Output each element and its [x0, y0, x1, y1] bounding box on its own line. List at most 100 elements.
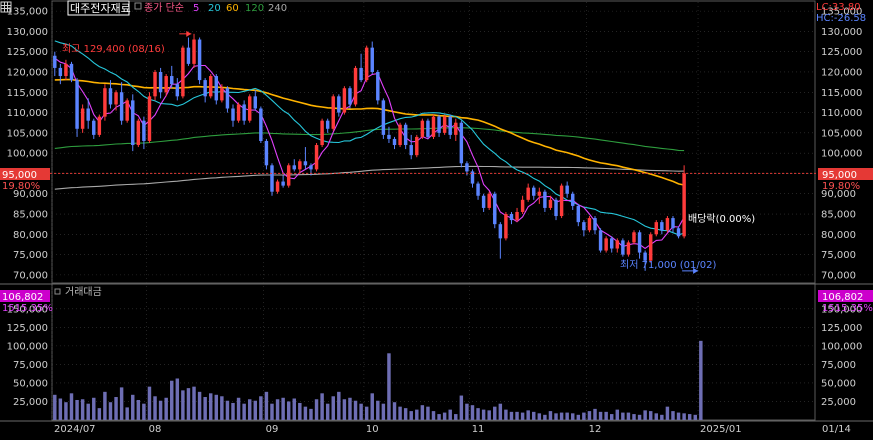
volume-bar — [142, 403, 146, 420]
volume-bar — [648, 411, 653, 420]
candle-body — [208, 76, 213, 97]
candle — [609, 236, 614, 253]
candle — [504, 211, 508, 241]
candle — [86, 98, 90, 129]
candle — [637, 230, 642, 259]
price-tick-label-right: 120,000 — [821, 67, 862, 78]
candle — [587, 216, 592, 233]
candle — [415, 134, 419, 158]
volume-bar — [80, 399, 85, 420]
grid-icon[interactable] — [0, 1, 12, 13]
candle-body — [431, 116, 436, 137]
candle — [571, 191, 575, 210]
candle-body — [253, 96, 258, 109]
volume-tick-label-left: 125,000 — [7, 323, 48, 334]
candle — [448, 114, 452, 139]
volume-bar — [426, 406, 430, 420]
volume-bar — [181, 390, 185, 420]
candle-body — [108, 88, 113, 105]
volume-bar — [186, 388, 191, 420]
volume-bar — [498, 403, 503, 420]
candle — [376, 69, 380, 105]
volume-bar — [86, 403, 90, 420]
candle — [108, 80, 113, 109]
volume-bar — [253, 400, 258, 420]
time-tick-label: 12 — [589, 424, 602, 435]
volume-bar — [108, 402, 113, 420]
volume-bar — [231, 402, 235, 420]
volume-bar — [353, 400, 358, 420]
candle — [403, 122, 408, 150]
candle-body — [509, 214, 514, 221]
candle-body — [164, 76, 168, 93]
candle — [331, 94, 335, 131]
volume-bar — [481, 409, 486, 420]
current-price-flag-left — [0, 168, 50, 180]
candle-body — [97, 116, 102, 135]
candle-body — [236, 104, 241, 121]
current-volume-change-right: 1515.35% — [822, 303, 873, 314]
candle — [92, 118, 96, 139]
volume-bar — [281, 397, 285, 420]
candle-body — [92, 120, 96, 135]
candle-body — [437, 116, 441, 133]
candle — [381, 98, 386, 139]
candle — [498, 222, 503, 259]
volume-tick-label-left: 25,000 — [13, 397, 48, 408]
volume-bar — [264, 391, 269, 420]
candle-body — [576, 205, 581, 223]
current-volume-left: 106,802 — [2, 292, 43, 303]
volume-bar — [309, 408, 313, 420]
candle-body — [609, 238, 614, 249]
candle-body — [470, 171, 475, 184]
price-tick-label-left: 115,000 — [7, 88, 48, 99]
candle — [170, 65, 174, 89]
candle — [487, 191, 491, 210]
volume-bar — [119, 387, 124, 420]
candle — [532, 185, 536, 200]
candle — [493, 191, 497, 229]
candle-body — [203, 80, 207, 97]
candle-body — [554, 199, 558, 217]
volume-bar — [515, 411, 519, 420]
volume-bar — [537, 413, 542, 420]
candle — [470, 169, 475, 188]
indicator-toggle-icon[interactable] — [134, 2, 142, 10]
volume-bar — [286, 401, 291, 420]
candle — [615, 238, 620, 253]
candle — [136, 118, 141, 148]
candle-body — [214, 76, 219, 101]
volume-bar — [693, 414, 697, 420]
candle — [520, 195, 525, 215]
current-volume-change-left: 1515.35% — [2, 303, 53, 314]
stock-name-box[interactable] — [67, 0, 130, 16]
candle — [220, 84, 224, 103]
candle-body — [286, 165, 291, 186]
volume-toggle-icon[interactable] — [54, 288, 61, 295]
candle — [253, 90, 258, 111]
volume-bar — [75, 399, 79, 420]
candle-body — [515, 211, 519, 221]
price-tick-label-right: 115,000 — [821, 88, 862, 99]
price-tick-label-left: 75,000 — [13, 250, 48, 261]
candle-body — [504, 214, 508, 239]
volume-bar — [208, 393, 213, 420]
volume-bar — [615, 409, 620, 420]
volume-bar — [298, 402, 302, 420]
volume-bar — [325, 403, 330, 420]
candle — [454, 118, 458, 141]
high-arrow-icon — [179, 30, 192, 37]
volume-bar — [520, 412, 525, 420]
candle — [337, 94, 341, 117]
candle-body — [320, 120, 324, 146]
volume-bar — [203, 397, 207, 420]
candle-body — [598, 230, 603, 251]
candle — [197, 37, 202, 85]
volume-bar — [364, 406, 369, 420]
candle — [131, 94, 135, 152]
volume-tick-label-right: 75,000 — [821, 360, 856, 371]
volume-bar — [604, 411, 608, 420]
volume-tick-label-right: 50,000 — [821, 378, 856, 389]
candle-body — [476, 183, 480, 196]
candle-body — [186, 47, 191, 64]
